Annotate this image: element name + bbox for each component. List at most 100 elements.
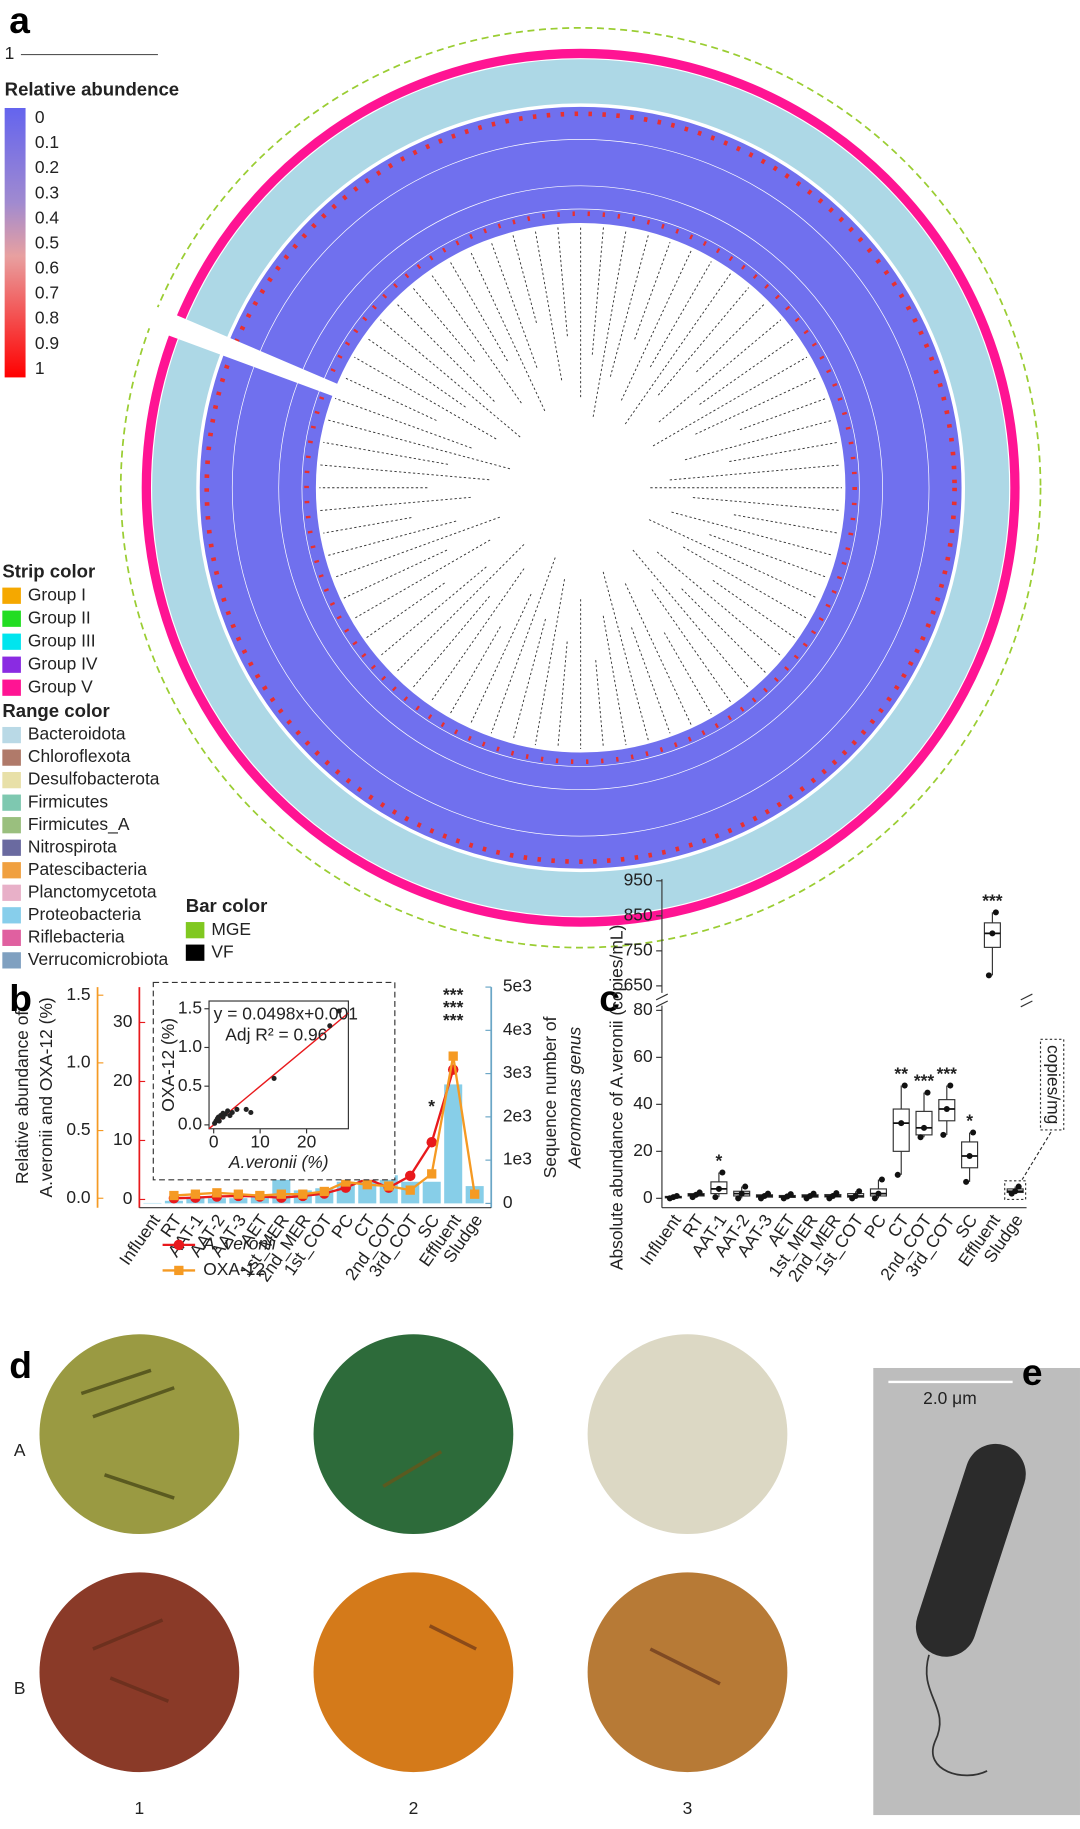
tree-branch bbox=[733, 514, 839, 534]
tree-branch bbox=[652, 356, 808, 447]
point bbox=[856, 1188, 863, 1195]
tree-branch bbox=[343, 376, 437, 421]
tree-branch bbox=[651, 589, 731, 703]
y-tick-label: 0 bbox=[123, 1188, 133, 1208]
marker bbox=[298, 1189, 308, 1199]
point bbox=[878, 1176, 885, 1183]
y-tick-label: 0.5 bbox=[66, 1119, 90, 1139]
label-ring bbox=[152, 59, 1010, 917]
inset-frame bbox=[152, 981, 396, 1181]
plate bbox=[587, 1334, 788, 1535]
y2-axis-title: Aeromonas genus bbox=[565, 1026, 585, 1169]
legend-label: Firmicutes bbox=[28, 791, 109, 811]
legend-label: Planctomycetota bbox=[28, 881, 157, 901]
fit-equation: y = 0.0498x+0.001 bbox=[214, 1004, 358, 1024]
point bbox=[225, 1108, 231, 1114]
legend-swatch bbox=[2, 726, 21, 744]
tree-branch bbox=[430, 568, 525, 703]
scale-label: 2.0 μm bbox=[923, 1388, 977, 1408]
tree-branch bbox=[490, 242, 538, 368]
legend-swatch bbox=[185, 944, 205, 961]
significance: *** bbox=[443, 984, 464, 1004]
significance: * bbox=[966, 1111, 973, 1131]
panel-label: c bbox=[599, 977, 620, 1019]
tree-branch bbox=[366, 337, 466, 408]
y-tick-label: 0.5 bbox=[178, 1075, 202, 1095]
legend-swatch bbox=[2, 679, 21, 696]
panel-a bbox=[4, 26, 1042, 949]
tree-branch bbox=[469, 250, 546, 412]
legend-label: Patescibacteria bbox=[28, 859, 147, 879]
point bbox=[696, 1189, 703, 1196]
panel-d bbox=[39, 1334, 788, 1773]
legend-label: Nitrospirota bbox=[28, 836, 117, 856]
legend-swatch bbox=[2, 633, 21, 650]
point bbox=[920, 1124, 928, 1131]
legend-label: Proteobacteria bbox=[28, 904, 142, 924]
bacterium bbox=[915, 1443, 1026, 1657]
significance: *** bbox=[937, 1064, 958, 1084]
point bbox=[963, 1178, 970, 1185]
tree-branch bbox=[671, 511, 834, 556]
y-tick-label: 5e3 bbox=[503, 976, 532, 996]
legend-tick-label: 0.8 bbox=[35, 308, 59, 328]
legend-label: Group V bbox=[28, 676, 93, 696]
point bbox=[985, 972, 992, 979]
legend-tick-label: 0.4 bbox=[35, 207, 60, 227]
tree-branch bbox=[682, 546, 808, 619]
tree-branch bbox=[469, 593, 532, 725]
tree-branch bbox=[624, 273, 731, 425]
tree-branch bbox=[366, 582, 445, 638]
plate bbox=[39, 1334, 240, 1535]
marker bbox=[319, 1186, 329, 1197]
legend-title: Bar color bbox=[186, 895, 268, 916]
point bbox=[248, 1109, 254, 1116]
tree-branch bbox=[534, 230, 563, 381]
box bbox=[892, 1108, 910, 1152]
x-tick-label: Influent bbox=[636, 1210, 685, 1268]
marker bbox=[190, 1189, 201, 1199]
column-label: 1 bbox=[135, 1798, 145, 1818]
tree-branch bbox=[729, 441, 839, 462]
tree-branch bbox=[739, 397, 827, 431]
point bbox=[234, 1106, 240, 1112]
y-tick-label: 850 bbox=[624, 904, 653, 924]
streak bbox=[80, 1368, 443, 1500]
legend-tick-label: 0.1 bbox=[35, 132, 59, 152]
tree-gap bbox=[144, 304, 581, 488]
point bbox=[943, 1106, 950, 1113]
tree-branch bbox=[602, 571, 649, 741]
marker bbox=[426, 1137, 437, 1148]
tree-branch bbox=[595, 660, 604, 749]
legend-tick-label: 0.2 bbox=[35, 157, 59, 177]
marker bbox=[233, 1189, 244, 1199]
y-tick-label: 1.5 bbox=[178, 997, 202, 1017]
legend-marker bbox=[174, 1265, 184, 1276]
legend-tick-label: 0.9 bbox=[35, 333, 59, 353]
point bbox=[712, 1194, 719, 1201]
tree-branch bbox=[512, 618, 546, 741]
legend-swatch bbox=[2, 794, 21, 811]
point bbox=[742, 1183, 749, 1190]
point bbox=[917, 1134, 924, 1141]
tree-branch bbox=[669, 464, 841, 481]
tree-branch bbox=[602, 615, 627, 746]
legend-title: Relative abundence bbox=[5, 78, 180, 99]
y-tick-label: 0 bbox=[503, 1192, 513, 1212]
marker bbox=[427, 1169, 437, 1179]
tree-branch bbox=[320, 464, 490, 481]
panel-label: e bbox=[1022, 1351, 1043, 1393]
legend-tick-label: 0.6 bbox=[35, 258, 59, 278]
tree-branch bbox=[334, 397, 472, 449]
tree-branch bbox=[323, 441, 449, 465]
plot-frame bbox=[208, 1000, 349, 1130]
legend-label: Group I bbox=[28, 584, 86, 604]
legend-swatch bbox=[2, 862, 21, 879]
tree-branch bbox=[449, 261, 508, 362]
tree-branch bbox=[609, 235, 649, 377]
legend-label: Bacteroidota bbox=[28, 724, 126, 744]
significance: *** bbox=[914, 1071, 935, 1091]
tree-branch bbox=[648, 519, 818, 599]
point bbox=[735, 1195, 742, 1202]
